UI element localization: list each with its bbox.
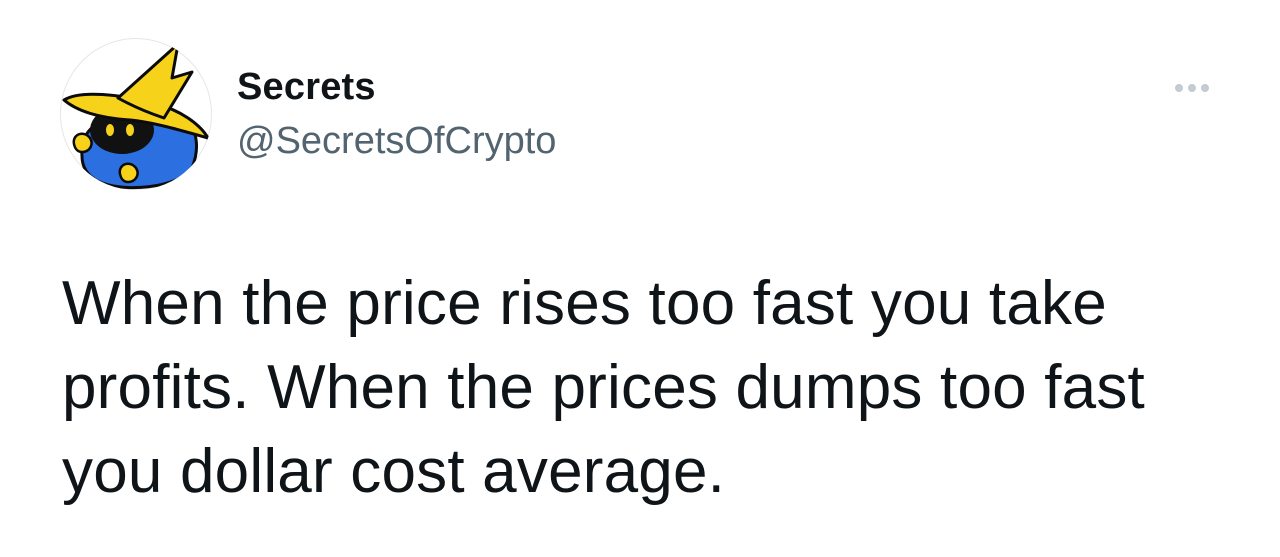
avatar[interactable] (60, 38, 212, 190)
more-options-icon (1201, 84, 1209, 92)
black-mage-avatar-icon (62, 42, 210, 190)
more-options-button[interactable] (1164, 70, 1220, 106)
more-options-icon (1188, 84, 1196, 92)
author-handle[interactable]: @SecretsOfCrypto (237, 120, 557, 162)
author-display-name[interactable]: Secrets (237, 66, 376, 108)
more-options-icon (1175, 84, 1183, 92)
tweet-text: When the price rises too fast you take p… (62, 269, 1145, 506)
